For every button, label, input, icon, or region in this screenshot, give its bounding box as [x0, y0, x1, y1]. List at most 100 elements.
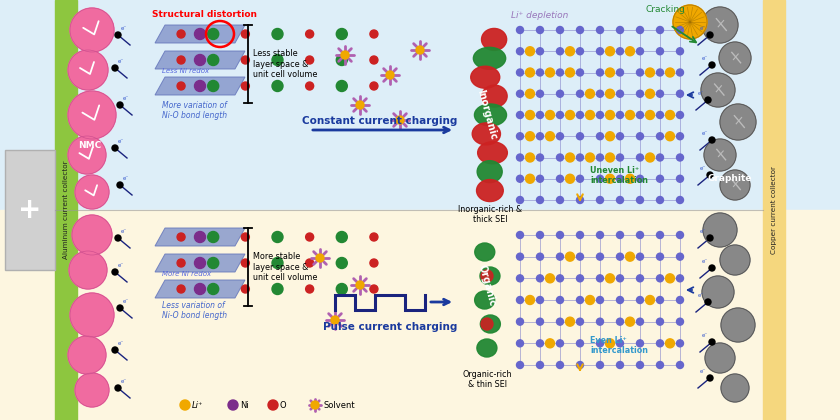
- Circle shape: [657, 197, 664, 204]
- Circle shape: [537, 275, 543, 282]
- Circle shape: [272, 29, 283, 39]
- Circle shape: [517, 154, 523, 161]
- Circle shape: [537, 197, 543, 204]
- Circle shape: [709, 137, 715, 143]
- Circle shape: [526, 68, 534, 77]
- Circle shape: [557, 253, 564, 260]
- Circle shape: [617, 318, 623, 325]
- Circle shape: [306, 285, 313, 293]
- Circle shape: [657, 111, 664, 118]
- Circle shape: [526, 89, 534, 98]
- Circle shape: [336, 81, 347, 92]
- Circle shape: [75, 175, 109, 209]
- Circle shape: [195, 55, 206, 66]
- Circle shape: [537, 175, 543, 182]
- Circle shape: [557, 48, 564, 55]
- Circle shape: [637, 197, 643, 204]
- Circle shape: [68, 91, 116, 139]
- Text: e⁻: e⁻: [702, 131, 708, 136]
- Circle shape: [657, 133, 664, 140]
- Circle shape: [657, 90, 664, 97]
- Polygon shape: [155, 228, 245, 246]
- Circle shape: [316, 254, 324, 262]
- Circle shape: [657, 175, 664, 182]
- Text: Pulse current charging: Pulse current charging: [323, 322, 457, 332]
- Ellipse shape: [472, 123, 501, 145]
- Polygon shape: [155, 51, 245, 69]
- Circle shape: [676, 26, 684, 34]
- Circle shape: [637, 253, 643, 260]
- Text: Less stable
layer space &
unit cell volume: Less stable layer space & unit cell volu…: [253, 49, 318, 79]
- Circle shape: [336, 257, 347, 268]
- Ellipse shape: [482, 85, 507, 107]
- Text: Less Ni redox: Less Ni redox: [162, 68, 209, 74]
- Text: Copper current collector: Copper current collector: [771, 166, 777, 254]
- Circle shape: [705, 343, 735, 373]
- Circle shape: [195, 81, 206, 92]
- Circle shape: [576, 318, 584, 325]
- Bar: [0, 210, 840, 420]
- Circle shape: [676, 69, 684, 76]
- Circle shape: [606, 68, 615, 77]
- Circle shape: [657, 362, 664, 368]
- Circle shape: [537, 362, 543, 368]
- Text: Li⁺: Li⁺: [192, 401, 203, 410]
- Circle shape: [702, 7, 738, 43]
- Circle shape: [709, 265, 715, 271]
- Circle shape: [676, 111, 684, 118]
- Circle shape: [617, 111, 623, 118]
- Circle shape: [617, 133, 623, 140]
- Circle shape: [704, 139, 736, 171]
- Circle shape: [545, 274, 554, 283]
- Circle shape: [370, 30, 378, 38]
- Circle shape: [557, 340, 564, 347]
- Circle shape: [707, 375, 713, 381]
- Circle shape: [665, 339, 675, 348]
- Circle shape: [606, 339, 615, 348]
- Circle shape: [637, 90, 643, 97]
- Circle shape: [657, 26, 664, 34]
- Circle shape: [565, 252, 575, 261]
- Text: e⁻: e⁻: [702, 333, 708, 338]
- Text: e⁻: e⁻: [121, 26, 127, 31]
- Ellipse shape: [481, 29, 507, 50]
- Circle shape: [676, 297, 684, 304]
- Circle shape: [331, 316, 339, 324]
- Circle shape: [537, 154, 543, 161]
- Circle shape: [557, 133, 564, 140]
- Circle shape: [665, 110, 675, 120]
- Circle shape: [557, 175, 564, 182]
- Ellipse shape: [475, 243, 495, 261]
- Circle shape: [637, 111, 643, 118]
- Circle shape: [585, 296, 595, 304]
- Circle shape: [707, 32, 713, 38]
- Circle shape: [596, 154, 603, 161]
- Bar: [5, 150, 55, 270]
- Circle shape: [537, 69, 543, 76]
- Circle shape: [596, 318, 603, 325]
- Circle shape: [272, 257, 283, 268]
- Circle shape: [177, 259, 185, 267]
- Circle shape: [617, 69, 623, 76]
- Circle shape: [720, 245, 750, 275]
- Circle shape: [626, 110, 634, 120]
- Circle shape: [617, 175, 623, 182]
- Polygon shape: [155, 254, 245, 272]
- Circle shape: [617, 275, 623, 282]
- Circle shape: [701, 73, 735, 107]
- Bar: [763, 0, 785, 420]
- Circle shape: [596, 48, 603, 55]
- Circle shape: [370, 233, 378, 241]
- Circle shape: [596, 111, 603, 118]
- Circle shape: [576, 48, 584, 55]
- Circle shape: [565, 174, 575, 183]
- Circle shape: [617, 154, 623, 161]
- Circle shape: [537, 231, 543, 239]
- Circle shape: [705, 299, 711, 305]
- Text: Ni: Ni: [240, 401, 249, 410]
- Circle shape: [576, 154, 584, 161]
- Circle shape: [720, 104, 756, 140]
- Circle shape: [526, 174, 534, 183]
- Circle shape: [517, 133, 523, 140]
- Circle shape: [585, 153, 595, 162]
